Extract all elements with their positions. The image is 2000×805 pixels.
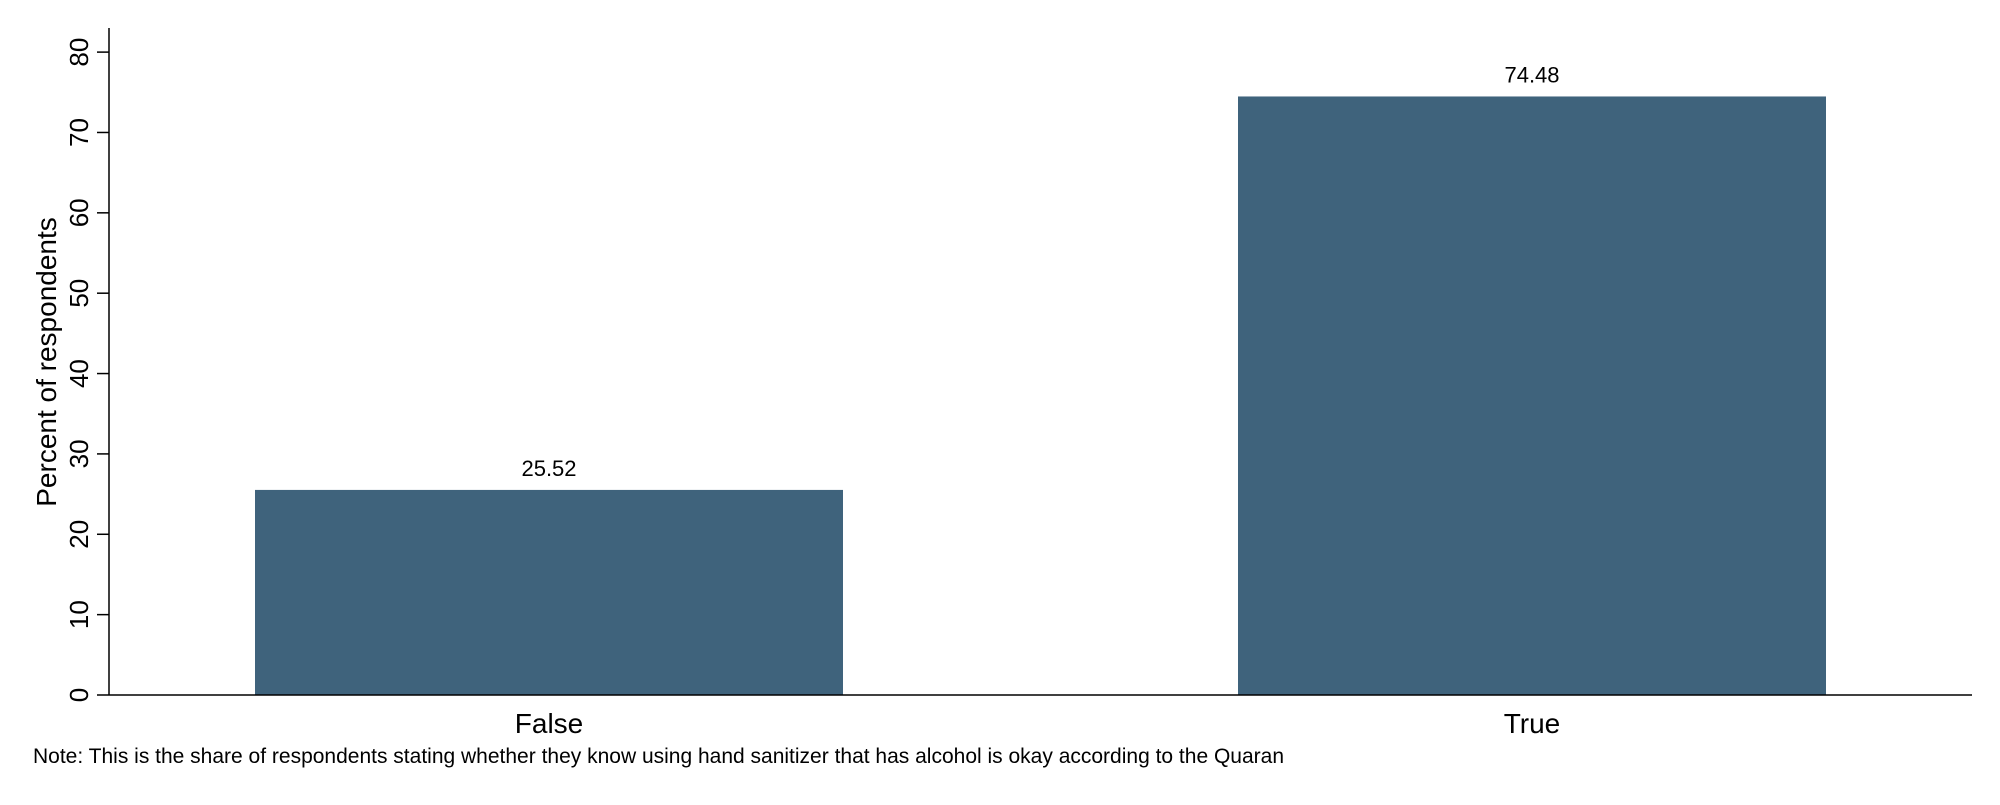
category-label-false: False: [515, 708, 583, 739]
data-label-false: 25.52: [521, 456, 576, 481]
category-label-true: True: [1504, 708, 1561, 739]
y-tick-label: 70: [64, 118, 94, 147]
y-axis-title: Percent of respondents: [31, 217, 62, 507]
bars: [255, 96, 1826, 695]
y-tick-label: 80: [64, 38, 94, 67]
y-axis-ticks: 0 10 20 30 40 50 60 70 80: [64, 38, 109, 702]
bar-false: [255, 489, 843, 695]
bar-true: [1238, 96, 1826, 695]
y-tick-label: 30: [64, 439, 94, 468]
category-labels: False True: [515, 708, 1561, 739]
y-tick-label: 60: [64, 198, 94, 227]
data-label-true: 74.48: [1504, 62, 1559, 87]
y-tick-label: 0: [64, 688, 94, 702]
chart-note: Note: This is the share of respondents s…: [33, 745, 1284, 768]
y-tick-label: 20: [64, 520, 94, 549]
data-labels: 25.52 74.48: [521, 62, 1559, 480]
y-tick-label: 40: [64, 359, 94, 388]
y-tick-label: 50: [64, 279, 94, 308]
y-tick-label: 10: [64, 600, 94, 629]
